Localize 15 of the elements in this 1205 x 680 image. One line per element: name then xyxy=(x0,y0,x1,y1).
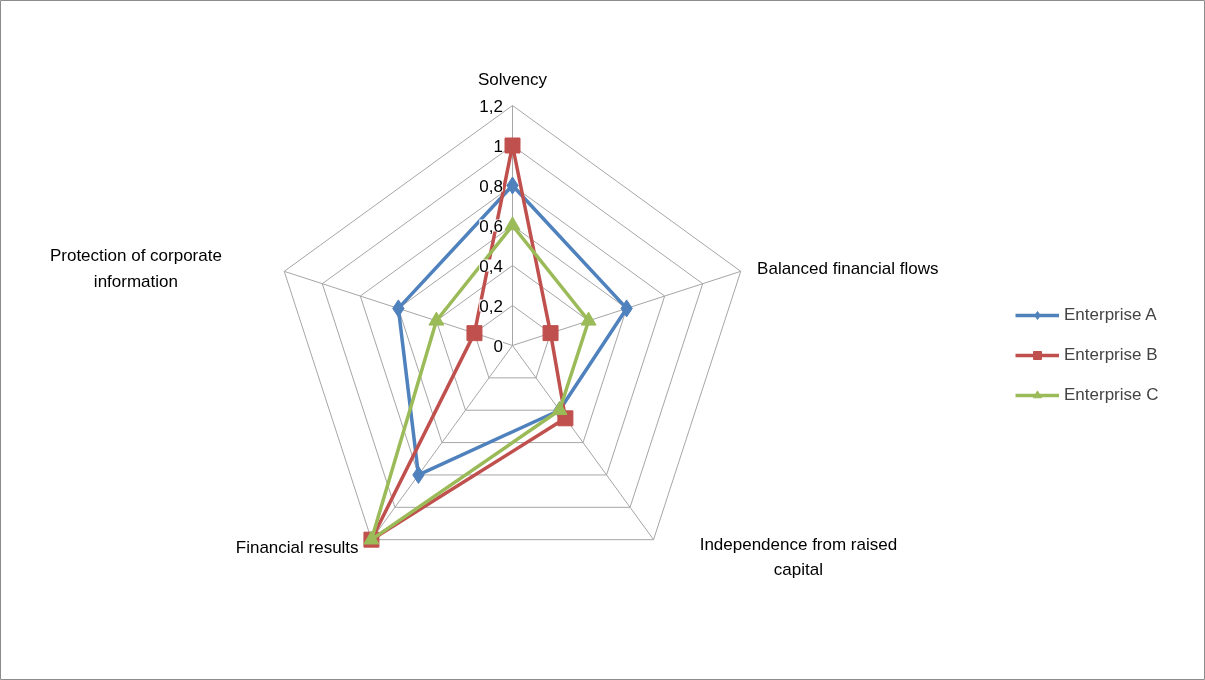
legend-label: Enterprise A xyxy=(1064,305,1157,325)
y-tick-label: 0,4 xyxy=(479,256,503,276)
y-tick-label: 0 xyxy=(493,336,503,356)
spoke-label: Balanced financial flows xyxy=(757,258,939,278)
y-tick-label: 0,2 xyxy=(479,296,503,316)
legend-label: Enterprise C xyxy=(1064,385,1159,405)
spoke-label: Financial results xyxy=(235,537,359,557)
legend-label: Enterprise B xyxy=(1064,345,1158,365)
spoke-label: Solvency xyxy=(478,69,548,89)
spoke-label: Independence from raised capital xyxy=(699,534,898,580)
y-tick-label: 0,6 xyxy=(479,216,503,236)
y-tick-label: 1 xyxy=(493,136,503,156)
y-tick-label: 1,2 xyxy=(479,96,503,116)
y-tick-label: 0,8 xyxy=(479,176,503,196)
spoke-label: Protection of corporate information xyxy=(49,246,222,291)
